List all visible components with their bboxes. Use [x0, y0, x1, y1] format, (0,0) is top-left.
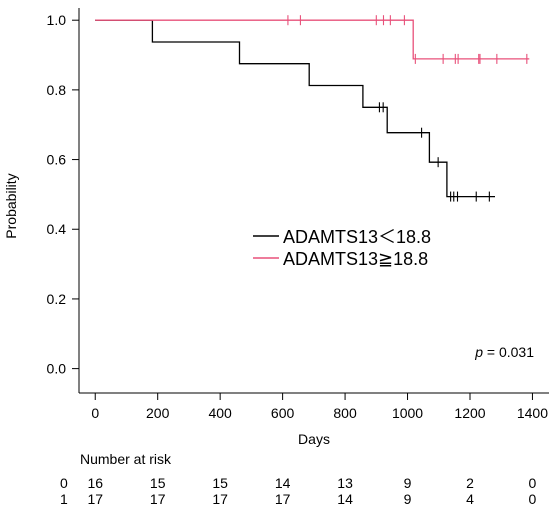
- tick-labels: 0 200 400 600 800 1000 1200 1400 0.0 0.2 0.4 0.6 0.8…: [47, 12, 549, 421]
- risk-value: 9: [404, 475, 412, 491]
- p-value-annotation: p = 0.031: [474, 344, 534, 360]
- risk-value: 0: [529, 475, 537, 491]
- y-axis-label: Probability: [3, 173, 19, 238]
- x-tick-label: 0: [91, 405, 99, 421]
- legend-label-1: ADAMTS13≧18.8: [283, 249, 428, 269]
- series-line-1: [95, 19, 530, 60]
- y-tick-label: 0.6: [47, 152, 67, 168]
- risk-row-label: 0: [60, 475, 68, 491]
- risk-value: 2: [466, 475, 474, 491]
- risk-value: 15: [212, 475, 228, 491]
- risk-value: 14: [275, 475, 291, 491]
- risk-value: 17: [150, 491, 166, 507]
- x-tick-label: 200: [146, 405, 170, 421]
- x-tick-label: 1200: [454, 405, 485, 421]
- risk-value: 15: [150, 475, 166, 491]
- p-italic: p: [474, 344, 483, 360]
- risk-value: 13: [337, 475, 353, 491]
- y-tick-label: 0.2: [47, 291, 67, 307]
- x-tick-label: 800: [333, 405, 357, 421]
- risk-value: 14: [337, 491, 353, 507]
- p-text: = 0.031: [483, 344, 534, 360]
- risk-value: 0: [529, 491, 537, 507]
- x-tick-label: 1000: [392, 405, 423, 421]
- risk-value: 17: [212, 491, 228, 507]
- risk-value: 4: [466, 491, 474, 507]
- x-axis-label: Days: [298, 431, 330, 447]
- y-tick-label: 0.8: [47, 82, 67, 98]
- risk-row-label: 1: [60, 491, 68, 507]
- risk-value: 17: [87, 491, 103, 507]
- legend-label-0: ADAMTS13＜18.8: [283, 227, 431, 247]
- risk-table-title: Number at risk: [80, 451, 172, 467]
- x-tick-label: 600: [271, 405, 295, 421]
- axes: [78, 8, 549, 394]
- series-group: [95, 15, 530, 202]
- x-tick-label: 1400: [517, 405, 548, 421]
- y-tick-label: 0.0: [47, 361, 67, 377]
- y-tick-label: 1.0: [47, 12, 67, 28]
- risk-value: 16: [87, 475, 103, 491]
- series-line-0: [95, 19, 495, 198]
- x-tick-label: 400: [208, 405, 232, 421]
- risk-table: Number at risk 0 16 15 15 14 13 9 2 01 17 17 17 17 14…: [60, 451, 537, 507]
- risk-value: 17: [275, 491, 291, 507]
- y-tick-label: 0.4: [47, 221, 67, 237]
- risk-value: 9: [404, 491, 412, 507]
